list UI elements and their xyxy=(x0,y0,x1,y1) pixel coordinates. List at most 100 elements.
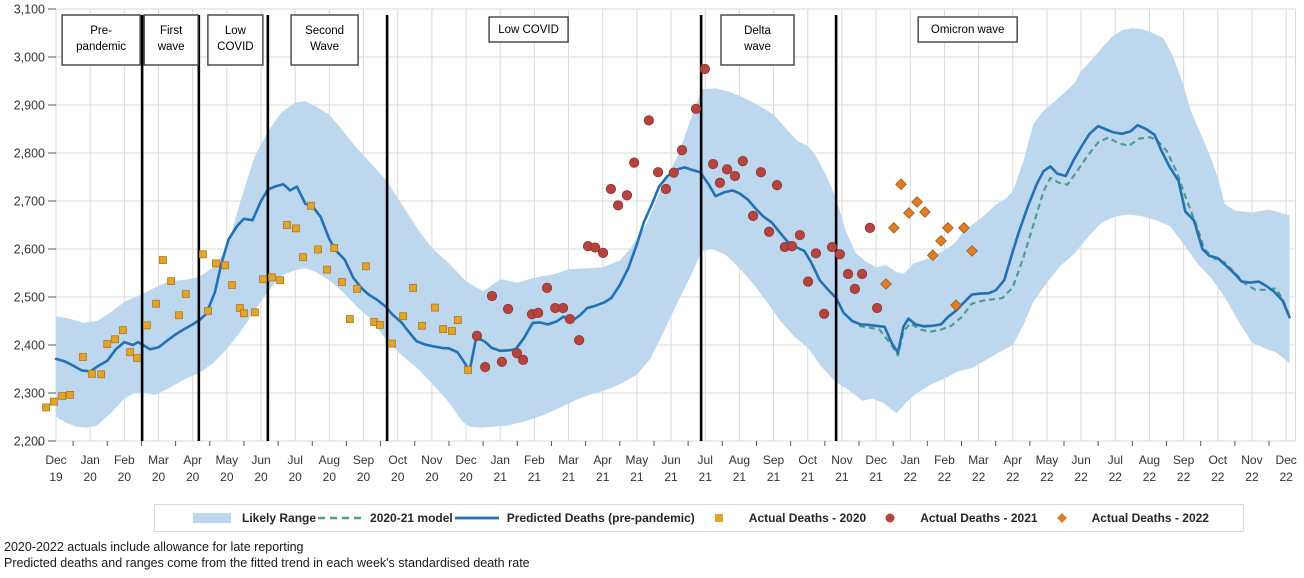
y-tick-label: 2,700 xyxy=(14,195,45,209)
x-tick-month: Feb xyxy=(114,453,135,467)
circle-marker-2021 xyxy=(737,156,748,167)
square-marker-2020 xyxy=(97,370,106,379)
circle-marker-2021 xyxy=(480,361,491,373)
circle-marker-2021 xyxy=(810,248,822,259)
square-marker-2020 xyxy=(240,309,248,318)
square-marker-2020 xyxy=(212,259,220,268)
x-tick-month: May xyxy=(1036,453,1059,467)
y-tick-label: 3,000 xyxy=(14,51,45,65)
circle-marker-2021 xyxy=(676,145,688,156)
x-tick-year: 21 xyxy=(494,470,508,484)
y-axis-labels: 2,200 2,300 2,400 2,500 2,600 2,700 2,800 2,900… xyxy=(14,3,45,449)
wave-label-boxes: Pre-pandemic First wave Low COVID Second Wave L… xyxy=(61,14,1018,66)
circle-marker-2021 xyxy=(707,158,719,170)
model-2020-21-line xyxy=(858,136,1291,357)
square-marker-2020 xyxy=(119,326,127,335)
x-tick-year: 22 xyxy=(1245,470,1259,484)
x-tick-month: Aug xyxy=(319,453,340,467)
wave-label: wave xyxy=(157,41,185,53)
square-marker-2020 xyxy=(79,353,87,361)
square-marker-2020 xyxy=(299,253,307,262)
x-tick-month: Jan xyxy=(491,453,510,467)
x-tick-year: 20 xyxy=(83,470,97,484)
circle-marker-2021 xyxy=(699,63,710,75)
x-tick-month: Aug xyxy=(729,453,750,467)
x-tick-year: 21 xyxy=(596,470,610,484)
x-tick-year: 21 xyxy=(630,470,644,484)
actual-2021-markers xyxy=(471,63,883,373)
legend: Likely Range 2020-21 model Predicted Death… xyxy=(154,504,1244,532)
legend-item: Actual Deaths - 2021 xyxy=(867,511,1038,525)
circle-marker-2021 xyxy=(690,103,702,114)
square-marker-2020 xyxy=(111,335,120,344)
x-tick-month: Jun xyxy=(661,453,680,467)
x-tick-month: Oct xyxy=(798,453,817,467)
x-tick-year: 22 xyxy=(1040,470,1054,484)
square-marker-2020 xyxy=(126,348,135,357)
square-marker-2020 xyxy=(399,312,408,321)
legend-label: 2020-21 model xyxy=(370,511,453,525)
y-tick-label: 2,300 xyxy=(14,387,45,401)
y-tick-label: 2,600 xyxy=(14,243,45,257)
x-tick-month: Jul xyxy=(698,453,713,467)
x-tick-month: Apr xyxy=(593,453,612,467)
x-tick-month: Jun xyxy=(251,453,270,467)
square-marker-2020 xyxy=(133,354,141,362)
x-tick-year: 21 xyxy=(801,470,815,484)
x-tick-month: Mar xyxy=(968,453,989,467)
x-tick-year: 20 xyxy=(357,470,371,484)
diamond-marker-2022 xyxy=(887,222,900,234)
footnote-late-reporting: 2020-2022 actuals include allowance for … xyxy=(4,540,304,554)
square-marker-2020 xyxy=(250,308,259,317)
square-marker-2020 xyxy=(409,283,417,292)
circle-marker-2021 xyxy=(541,282,553,293)
x-tick-month: Nov xyxy=(1241,453,1262,467)
diamond-marker-2022 xyxy=(880,278,892,290)
circle-marker-2021 xyxy=(612,200,624,211)
x-tick-year: 22 xyxy=(1177,470,1191,484)
square-marker-2020 xyxy=(448,327,456,335)
square-marker-2020 xyxy=(181,290,190,299)
circle-marker-2021 xyxy=(486,290,498,302)
square-marker-2020 xyxy=(268,273,276,282)
circle-marker-2021 xyxy=(714,177,726,188)
wave-box xyxy=(207,14,264,66)
x-tick-month: May xyxy=(626,453,649,467)
square-marker-2020 xyxy=(376,320,384,329)
y-tick-label: 2,800 xyxy=(14,147,45,161)
circle-marker-2021 xyxy=(856,268,868,280)
circle-marker-2021 xyxy=(629,157,640,168)
legend-label: Predicted Deaths (pre-pandemic) xyxy=(506,511,695,525)
square-marker-2020 xyxy=(276,276,285,285)
x-tick-year: 20 xyxy=(459,470,473,484)
x-tick-year: 20 xyxy=(289,470,303,484)
legend-label: Likely Range xyxy=(242,511,317,525)
square-marker-2020 xyxy=(259,275,267,284)
x-tick-month: Aug xyxy=(1139,453,1160,467)
x-tick-month: Sep xyxy=(1173,453,1195,467)
diamond-marker-2022 xyxy=(950,299,962,312)
square-marker-2020 xyxy=(199,250,207,259)
x-tick-month: Dec xyxy=(865,453,886,467)
circle-marker-2021 xyxy=(864,222,876,233)
x-tick-month: Oct xyxy=(388,453,407,467)
square-marker-2020 xyxy=(362,262,370,271)
diamond-marker-2022 xyxy=(958,222,970,234)
circle-marker-2021 xyxy=(786,241,798,252)
circle-marker-2021 xyxy=(502,303,514,315)
x-tick-month: Apr xyxy=(183,453,202,467)
x-tick-year: 22 xyxy=(904,470,918,484)
x-tick-year: 21 xyxy=(869,470,883,484)
actual-2022-markers xyxy=(880,178,978,312)
circle-marker-2021 xyxy=(533,307,544,318)
wave-box xyxy=(488,16,569,43)
x-tick-year: 20 xyxy=(220,470,234,484)
x-axis-labels: Dec 19 Jan 20 Feb 20 Mar 20 Apr 20 May 20 Jun 20 Jul 20… xyxy=(45,453,1296,484)
wave-box xyxy=(917,16,1018,43)
wave-label: Delta xyxy=(744,25,771,37)
circle-marker-2021 xyxy=(471,330,483,341)
wave-box xyxy=(61,14,141,66)
x-tick-year: 21 xyxy=(664,470,678,484)
square-marker-2020 xyxy=(291,224,300,233)
wave-label: Omicron wave xyxy=(931,24,1005,36)
